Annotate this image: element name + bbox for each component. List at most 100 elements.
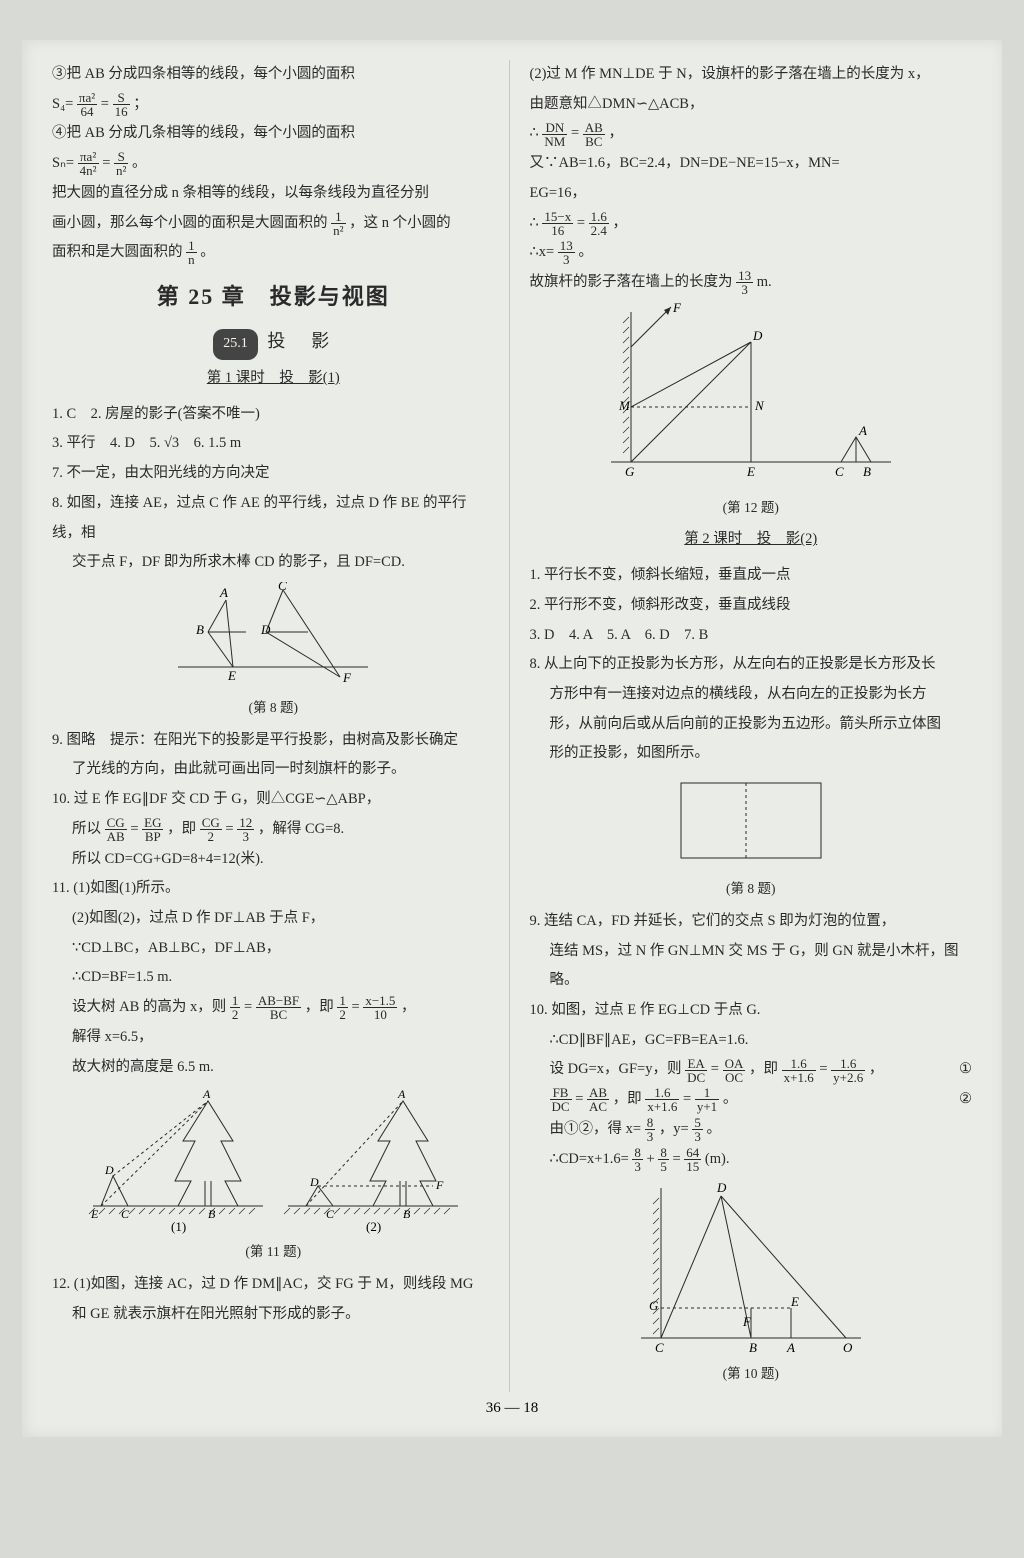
r8c: 形，从前向后或从后向前的正投影为五边形。箭头所示立体图 — [530, 710, 973, 740]
q11e-e: ， — [401, 999, 416, 1015]
q8a: 8. 如图，连接 AE，过点 C 作 AE 的平行线，过点 D 作 BE 的平行… — [52, 489, 495, 548]
q10c: 所以 CD=CG+GD=8+4=12(米). — [52, 845, 495, 875]
svg-text:C: C — [835, 464, 844, 479]
eq-sn: Sₙ= πa²4n² = Sn² 。 — [52, 149, 495, 179]
figure-12: F D M N G E A C B (第 12 题) — [530, 302, 973, 522]
section-name: 投 影 — [267, 331, 333, 351]
chapter-title: 第 25 章 投影与视图 — [52, 274, 495, 319]
q11e-b: = — [244, 999, 252, 1015]
r10a: 10. 如图，过点 E 作 EG⊥CD 于点 G. — [530, 996, 973, 1026]
line-pre-1: ③把 AB 分成四条相等的线段，每个小圆的面积 — [52, 60, 495, 90]
q11e-d: = — [352, 999, 360, 1015]
svg-text:A: A — [219, 585, 228, 600]
q12g: EG=16， — [530, 179, 973, 209]
r8b: 方形中有一连接对边点的横线段，从右向左的正投影为长方 — [530, 680, 973, 710]
pre4-a: 画小圆，那么每个小圆的面积是大圆面积的 — [52, 215, 328, 231]
svg-text:A: A — [858, 423, 867, 438]
q11e-c: ，即 — [305, 999, 334, 1015]
svg-text:F: F — [742, 1314, 752, 1329]
line-pre-2: ④把 AB 分成几条相等的线段，每个小圆的面积 — [52, 119, 495, 149]
section-badge: 25.1 — [213, 329, 258, 360]
svg-text:N: N — [754, 398, 765, 413]
q10b-d: ，解得 CG=8. — [258, 821, 344, 837]
q12j: 故旗杆的影子落在墙上的长度为 133 m. — [530, 268, 973, 298]
pre5-b: 。 — [200, 244, 215, 260]
r10c: 设 DG=x，GF=y，则 EADC = OAOC ，即 1.6x+1.6 = … — [530, 1055, 973, 1085]
frac-1n: 1n — [186, 239, 197, 266]
frac-1n2: 1n² — [331, 210, 345, 237]
q12a: 12. (1)如图，连接 AC，过 D 作 DM∥AC，交 FG 于 M，则线段… — [52, 1270, 495, 1300]
frac-fbdc: FBDC — [550, 1086, 572, 1113]
page-number: 36 — 18 — [52, 1400, 972, 1417]
r10f-mid: + — [647, 1151, 655, 1167]
frac-83: 83 — [645, 1116, 656, 1143]
svg-text:C: C — [326, 1207, 335, 1221]
pre4-b: ，这 n 个小圆的 — [349, 215, 451, 231]
lesson2-title: 第 2 课时 投 影(2) — [530, 525, 973, 555]
svg-text:F: F — [672, 302, 682, 315]
figure-11: A D C E B (1) — [52, 1086, 495, 1266]
svg-text:F: F — [342, 670, 352, 685]
fig8r-caption: (第 8 题) — [530, 875, 973, 903]
r10c-end: ， — [869, 1061, 884, 1077]
pre5-a: 面积和是大圆面积的 — [52, 244, 183, 260]
svg-text:F: F — [435, 1178, 444, 1192]
eqnum-2: ② — [959, 1085, 972, 1115]
q10b-c: = — [225, 821, 233, 837]
r10d-m3: = — [683, 1091, 691, 1107]
frac-133: 133 — [558, 239, 575, 266]
q11a: 11. (1)如图(1)所示。 — [52, 874, 495, 904]
figure-10: D G E F C B A O (第 10 题) — [530, 1178, 973, 1388]
frac-133b: 133 — [736, 269, 753, 296]
q12e-end: ， — [608, 125, 623, 141]
frac-sn-a: πa²4n² — [78, 150, 99, 177]
r10d: FBDC = ABAC ，即 1.6x+1.6 = 1y+1 。 ② — [530, 1085, 973, 1115]
q11b: (2)如图(2)，过点 D 作 DF⊥AB 于点 F， — [52, 904, 495, 934]
svg-text:B: B — [863, 464, 871, 479]
svg-text:(2): (2) — [366, 1219, 381, 1234]
frac-12b: 12 — [337, 994, 348, 1021]
frac-cg2: CG2 — [200, 816, 222, 843]
q9b: 了光线的方向，由此就可画出同一时刻旗杆的影子。 — [52, 755, 495, 785]
figure-8-right: (第 8 题) — [530, 773, 973, 903]
frac-sn-b: Sn² — [114, 150, 128, 177]
eq-s4: S₄= πa²64 = S16 ； — [52, 90, 495, 120]
eq-s4-mid: = — [101, 96, 109, 112]
r10b: ∴CD∥BF∥AE，GC=FB=EA=1.6. — [530, 1026, 973, 1056]
svg-text:G: G — [625, 464, 635, 479]
frac-12a: 12 — [230, 994, 241, 1021]
q12e-mid: = — [571, 125, 579, 141]
svg-text:G: G — [649, 1298, 659, 1313]
frac-eadc: EADC — [685, 1057, 707, 1084]
eq-sn-mid: = — [102, 155, 110, 171]
r10c-a: 设 DG=x，GF=y，则 — [550, 1061, 682, 1077]
svg-text:A: A — [786, 1340, 795, 1355]
frac-x15: x−1.510 — [363, 994, 397, 1021]
svg-text:D: D — [752, 328, 763, 343]
eq-sn-lhs: Sₙ= — [52, 155, 74, 171]
q10b-mid: = — [130, 821, 138, 837]
q11d: ∴CD=BF=1.5 m. — [52, 963, 495, 993]
line-pre-4: 画小圆，那么每个小圆的面积是大圆面积的 1n² ，这 n 个小圆的 — [52, 209, 495, 239]
svg-text:D: D — [309, 1175, 319, 1189]
q12j-a: 故旗杆的影子落在墙上的长度为 — [530, 274, 733, 290]
eqnum-1: ① — [959, 1055, 972, 1085]
q12h-end: ， — [613, 215, 628, 231]
fig8-caption: (第 8 题) — [52, 694, 495, 722]
q12h-a: ∴ — [530, 215, 539, 231]
svg-text:B: B — [196, 622, 204, 637]
r10f: ∴CD=x+1.6= 83 + 85 = 6415 (m). — [530, 1145, 973, 1175]
q12c: (2)过 M 作 MN⊥DE 于 N，设旗杆的影子落在墙上的长度为 x， — [530, 60, 973, 90]
frac-85: 85 — [658, 1146, 669, 1173]
fig12-caption: (第 12 题) — [530, 494, 973, 522]
fig11-caption: (第 11 题) — [52, 1238, 495, 1266]
frac-abac: ABAC — [587, 1086, 609, 1113]
frac-16y26: 1.6y+2.6 — [831, 1057, 865, 1084]
frac-15x: 15−x16 — [542, 210, 573, 237]
r10e: 由①②，得 x= 83 ，y= 53 。 — [530, 1115, 973, 1145]
svg-text:E: E — [227, 668, 236, 683]
r10c-m1: = — [711, 1061, 719, 1077]
svg-text:E: E — [90, 1207, 99, 1221]
svg-text:B: B — [403, 1207, 411, 1221]
frac-s4-a: πa²64 — [77, 91, 97, 118]
